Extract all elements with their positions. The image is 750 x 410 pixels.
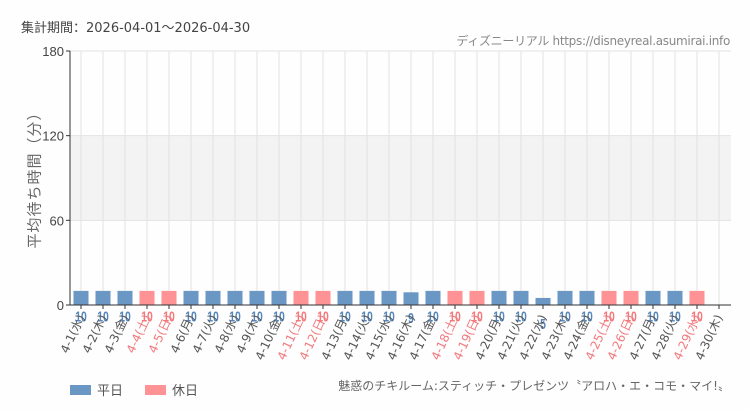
attraction-name: 魅惑のチキルーム:スティッチ・プレゼンツ〝アロハ・エ・コモ・マイ!〟	[338, 379, 730, 393]
bar-value-label: 10	[229, 309, 241, 325]
x-tick-labels: 4-1(水)4-2(木)4-3(金)4-4(土)4-5(日)4-6(月)4-7(…	[58, 312, 726, 362]
bar-value-label: 10	[273, 309, 285, 325]
bar-value-label: 10	[493, 309, 505, 325]
bar-value-label: 10	[383, 309, 395, 325]
band-60-120	[70, 135, 731, 221]
bar[interactable]	[403, 292, 419, 305]
bar-value-label: 10	[163, 309, 175, 325]
bar-value-label: 10	[449, 309, 461, 325]
bar[interactable]	[513, 290, 529, 305]
bar[interactable]	[227, 290, 243, 305]
bar[interactable]	[557, 290, 573, 305]
bar-value-label: 10	[185, 309, 197, 325]
bar-value-label: 10	[581, 309, 593, 325]
bar[interactable]	[579, 290, 595, 305]
legend-holiday-label: 休日	[172, 384, 199, 399]
bar[interactable]	[315, 290, 331, 305]
legend: 平日 休日	[70, 380, 198, 399]
y-tick-label: 60	[50, 213, 64, 228]
bar-value-label: 10	[669, 309, 681, 325]
bar-value-label: 10	[339, 309, 351, 325]
bar-value-label: 10	[515, 309, 527, 325]
bar-value-label: 10	[625, 309, 637, 325]
bar-value-label: 10	[207, 309, 219, 325]
bar-value-label: 10	[251, 309, 263, 325]
site-credit: ディズニーリアル https://disneyreal.asumirai.inf…	[456, 34, 730, 48]
bar[interactable]	[271, 290, 287, 305]
bar-value-label: 10	[427, 309, 439, 325]
period-label: 集計期間：2026-04-01～2026-04-30	[21, 21, 251, 36]
bar-value-label: 10	[119, 309, 131, 325]
bar[interactable]	[381, 290, 397, 305]
bar-value-label: 9	[408, 310, 414, 326]
bar[interactable]	[183, 290, 199, 305]
bar[interactable]	[425, 290, 441, 305]
bar[interactable]	[601, 290, 617, 305]
bar[interactable]	[293, 290, 309, 305]
bar-value-label: 10	[361, 309, 373, 325]
bars: 10 10 10 10 10 10 10 10 10 10 10 10 10 10 10 9 10 10 10 10 1…	[73, 290, 705, 333]
bar[interactable]	[117, 290, 133, 305]
y-tick-label: 120	[42, 129, 64, 144]
bar[interactable]	[161, 290, 177, 305]
y-tick-label: 0	[57, 298, 64, 313]
bar[interactable]	[447, 290, 463, 305]
bar-value-label: 10	[559, 309, 571, 325]
bar[interactable]	[645, 290, 661, 305]
bar[interactable]	[95, 290, 111, 305]
bar[interactable]	[139, 290, 155, 305]
bar[interactable]	[623, 290, 639, 305]
bar-value-label: 10	[141, 309, 153, 325]
bar[interactable]	[337, 290, 353, 305]
bar[interactable]	[535, 297, 551, 305]
bar-value-label: 10	[75, 309, 87, 325]
holiday-swatch	[145, 384, 167, 395]
weekday-swatch	[70, 384, 91, 395]
bar-value-label: 10	[471, 309, 483, 325]
bar-value-label: 10	[647, 309, 659, 325]
axes: 0 60 120 180	[42, 44, 731, 313]
y-tick-label: 180	[42, 44, 64, 59]
legend-item-holiday[interactable]: 休日	[145, 380, 198, 399]
grid-lines	[70, 50, 731, 305]
bar-value-label: 10	[97, 309, 109, 325]
bar-value-label: 10	[603, 309, 615, 325]
bar-value-label: 5	[540, 317, 546, 333]
legend-item-weekday[interactable]: 平日	[70, 380, 123, 399]
bar[interactable]	[249, 290, 265, 305]
bar-value-label: 10	[691, 309, 703, 325]
bar[interactable]	[469, 290, 485, 305]
bar[interactable]	[689, 290, 705, 305]
bar[interactable]	[73, 290, 89, 305]
legend-weekday-label: 平日	[97, 384, 124, 399]
bar-value-label: 10	[295, 309, 307, 325]
bar[interactable]	[359, 290, 375, 305]
bar[interactable]	[205, 290, 221, 305]
bar[interactable]	[491, 290, 507, 305]
highlight-band	[70, 135, 731, 221]
bar-value-label: 10	[317, 309, 329, 325]
bar[interactable]	[667, 290, 683, 305]
